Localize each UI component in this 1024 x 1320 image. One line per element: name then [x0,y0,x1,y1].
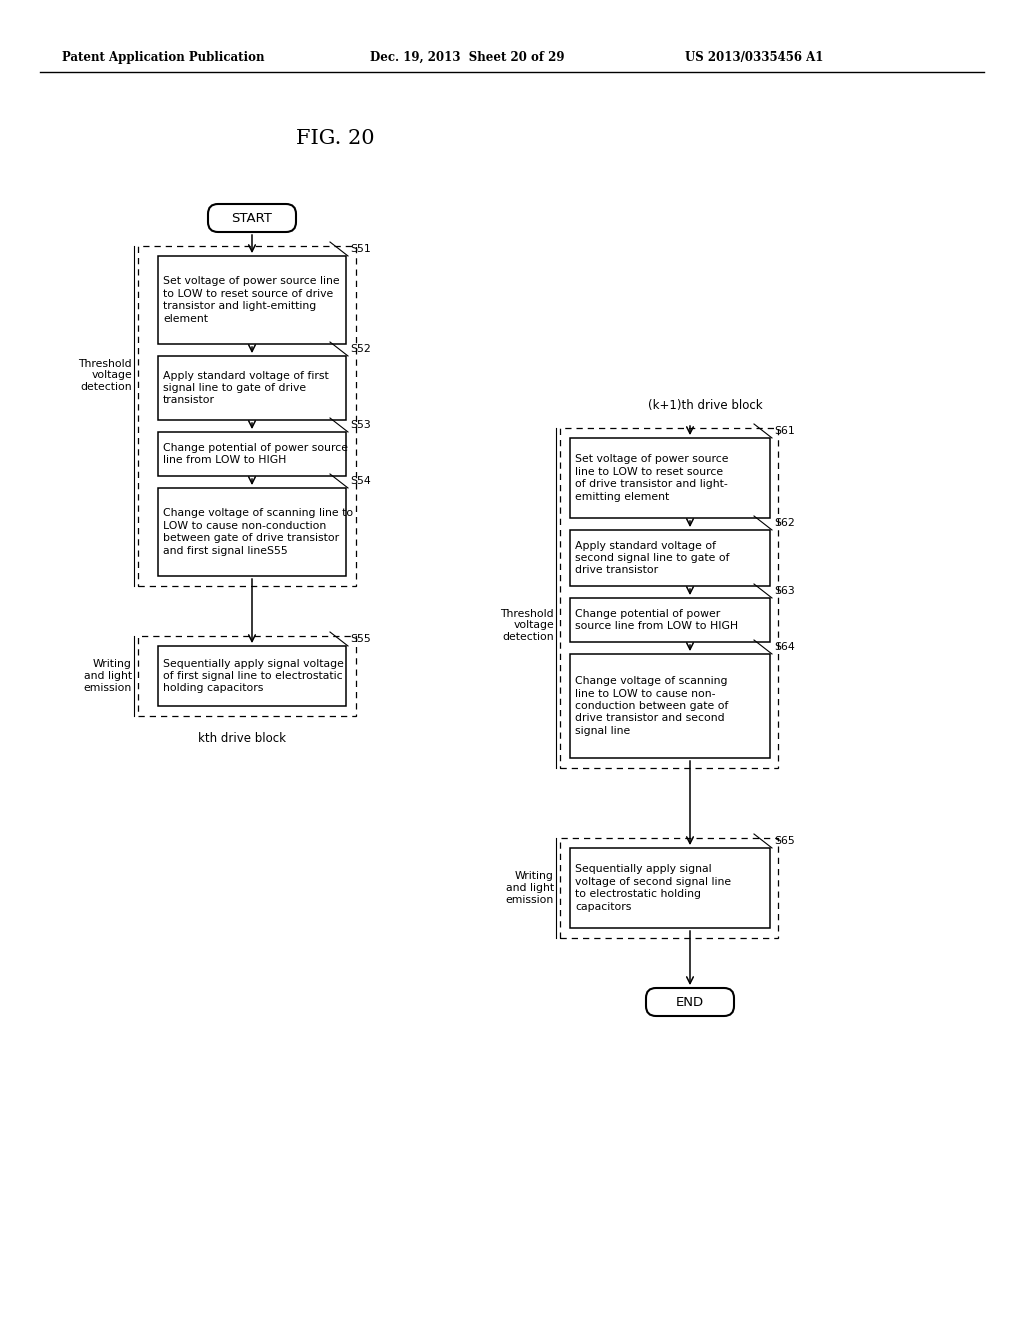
Text: US 2013/0335456 A1: US 2013/0335456 A1 [685,50,823,63]
Text: Dec. 19, 2013  Sheet 20 of 29: Dec. 19, 2013 Sheet 20 of 29 [370,50,564,63]
Text: S55: S55 [350,634,371,644]
Text: S51: S51 [350,244,371,253]
Text: Change potential of power
source line from LOW to HIGH: Change potential of power source line fr… [575,609,738,631]
Text: S54: S54 [350,477,371,486]
Bar [158,432,346,477]
Bar [560,428,778,768]
Text: Threshold
voltage
detection: Threshold voltage detection [501,609,554,642]
Text: Change voltage of scanning line to
LOW to cause non-conduction
between gate of d: Change voltage of scanning line to LOW t… [163,508,353,556]
Text: FIG. 20: FIG. 20 [296,128,375,148]
Text: END: END [676,995,705,1008]
Bar [570,847,770,928]
Bar [570,438,770,517]
Bar [138,246,356,586]
Text: S61: S61 [774,426,795,436]
Text: (k+1)th drive block: (k+1)th drive block [648,399,762,412]
Text: S53: S53 [350,420,371,430]
Text: S63: S63 [774,586,795,597]
Text: Apply standard voltage of
second signal line to gate of
drive transistor: Apply standard voltage of second signal … [575,541,729,576]
Text: Set voltage of power source
line to LOW to reset source
of drive transistor and : Set voltage of power source line to LOW … [575,454,728,502]
FancyBboxPatch shape [646,987,734,1016]
Bar [158,356,346,420]
Bar [158,488,346,576]
Text: Patent Application Publication: Patent Application Publication [62,50,264,63]
Text: Writing
and light
emission: Writing and light emission [84,660,132,693]
Text: S65: S65 [774,836,795,846]
Bar [570,653,770,758]
Text: Set voltage of power source line
to LOW to reset source of drive
transistor and : Set voltage of power source line to LOW … [163,276,340,323]
Text: S62: S62 [774,517,795,528]
Text: S64: S64 [774,642,795,652]
Text: START: START [231,211,272,224]
Text: Change voltage of scanning
line to LOW to cause non-
conduction between gate of
: Change voltage of scanning line to LOW t… [575,676,728,735]
Bar [570,598,770,642]
Text: Threshold
voltage
detection: Threshold voltage detection [79,359,132,392]
Text: Apply standard voltage of first
signal line to gate of drive
transistor: Apply standard voltage of first signal l… [163,371,329,405]
Bar [138,636,356,715]
Bar [158,256,346,345]
Text: Writing
and light
emission: Writing and light emission [506,871,554,904]
Text: Sequentially apply signal voltage
of first signal line to electrostatic
holding : Sequentially apply signal voltage of fir… [163,659,344,693]
Text: kth drive block: kth drive block [198,733,286,744]
Text: S52: S52 [350,345,371,354]
Text: Sequentially apply signal
voltage of second signal line
to electrostatic holding: Sequentially apply signal voltage of sec… [575,865,731,912]
Bar [560,838,778,939]
Bar [570,531,770,586]
Bar [158,645,346,706]
Text: Change potential of power source
line from LOW to HIGH: Change potential of power source line fr… [163,442,348,465]
FancyBboxPatch shape [208,205,296,232]
